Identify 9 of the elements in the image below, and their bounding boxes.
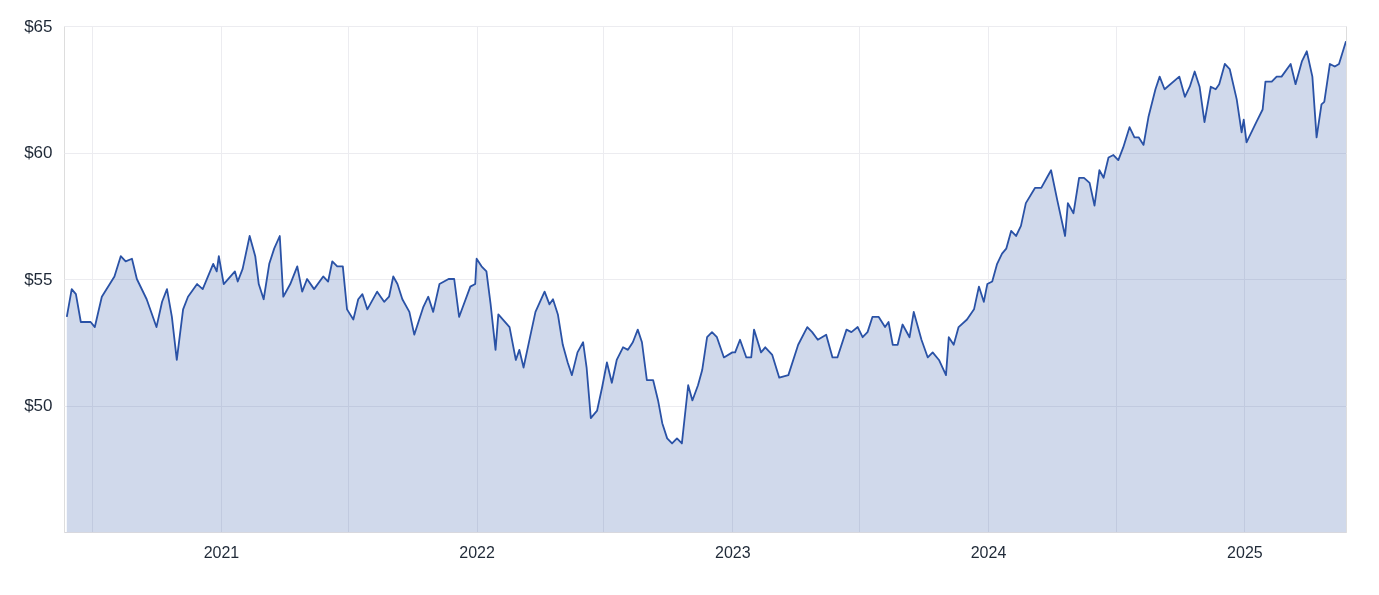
x-tick-label: 2022 bbox=[459, 543, 496, 561]
x-tick-label: 2023 bbox=[715, 543, 751, 561]
x-tick-label: 2025 bbox=[1227, 543, 1263, 561]
x-tick-label: 2021 bbox=[203, 543, 240, 561]
y-tick-label: $55 bbox=[24, 269, 53, 289]
y-tick-label: $65 bbox=[24, 16, 53, 36]
y-tick-label: $60 bbox=[24, 143, 53, 162]
x-tick-label: 2024 bbox=[970, 543, 1007, 561]
y-tick-label: $50 bbox=[24, 396, 53, 415]
